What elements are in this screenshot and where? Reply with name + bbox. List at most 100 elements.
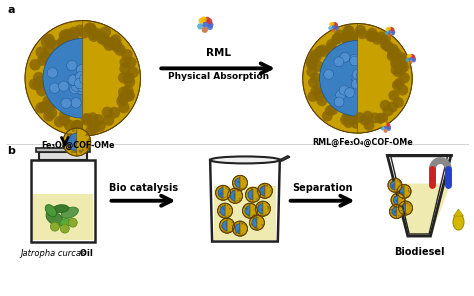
Circle shape (119, 57, 131, 68)
Circle shape (58, 81, 69, 91)
Circle shape (123, 72, 134, 84)
Circle shape (385, 31, 389, 35)
Circle shape (61, 98, 71, 108)
Circle shape (242, 182, 243, 184)
Wedge shape (398, 193, 405, 207)
Circle shape (397, 199, 399, 200)
Circle shape (242, 177, 243, 178)
Circle shape (127, 71, 138, 82)
Circle shape (218, 190, 219, 191)
Circle shape (270, 192, 271, 194)
Circle shape (257, 222, 259, 223)
Circle shape (392, 187, 393, 188)
Circle shape (82, 74, 92, 85)
Circle shape (253, 201, 255, 202)
Circle shape (409, 204, 410, 205)
Circle shape (334, 30, 345, 41)
Circle shape (395, 206, 396, 207)
Circle shape (59, 109, 71, 121)
Circle shape (387, 127, 391, 131)
Circle shape (257, 193, 259, 194)
Circle shape (392, 186, 393, 187)
Circle shape (246, 209, 248, 210)
Circle shape (46, 107, 57, 119)
Circle shape (245, 229, 246, 230)
Circle shape (233, 175, 247, 190)
Circle shape (264, 206, 265, 208)
Circle shape (399, 73, 410, 83)
Circle shape (395, 211, 396, 212)
Circle shape (98, 118, 109, 130)
Circle shape (402, 197, 404, 199)
Circle shape (402, 203, 403, 205)
Circle shape (392, 184, 394, 186)
Circle shape (234, 201, 235, 202)
Circle shape (351, 79, 361, 89)
Circle shape (267, 189, 269, 190)
Circle shape (339, 85, 349, 95)
Circle shape (332, 33, 343, 44)
Circle shape (103, 115, 114, 126)
Circle shape (88, 123, 100, 134)
Circle shape (229, 192, 230, 193)
Circle shape (221, 226, 223, 228)
Wedge shape (235, 188, 243, 203)
Circle shape (406, 54, 410, 58)
Circle shape (85, 133, 88, 136)
Circle shape (261, 224, 263, 226)
Circle shape (262, 219, 264, 221)
Circle shape (340, 33, 351, 44)
Circle shape (229, 208, 230, 209)
Circle shape (45, 37, 56, 49)
Circle shape (256, 197, 258, 198)
Circle shape (359, 115, 371, 126)
Circle shape (402, 197, 403, 198)
Circle shape (355, 28, 365, 39)
Circle shape (249, 215, 264, 230)
Circle shape (72, 120, 83, 131)
Circle shape (127, 62, 138, 73)
Circle shape (250, 188, 252, 189)
Circle shape (79, 74, 90, 84)
Wedge shape (250, 203, 257, 218)
Circle shape (317, 44, 328, 55)
Circle shape (393, 196, 395, 197)
Circle shape (251, 188, 252, 189)
Ellipse shape (210, 157, 280, 163)
Circle shape (394, 73, 405, 84)
Circle shape (119, 63, 131, 74)
Circle shape (122, 85, 134, 96)
Circle shape (258, 203, 259, 205)
Circle shape (78, 27, 90, 38)
Circle shape (256, 206, 258, 207)
Circle shape (397, 205, 399, 206)
Circle shape (350, 56, 360, 66)
Circle shape (113, 102, 125, 113)
Circle shape (118, 93, 129, 105)
Circle shape (68, 75, 79, 86)
Circle shape (340, 114, 351, 125)
Circle shape (45, 100, 56, 111)
Circle shape (306, 66, 317, 77)
Circle shape (36, 46, 47, 58)
Circle shape (92, 62, 102, 73)
Circle shape (229, 206, 230, 207)
Circle shape (384, 98, 395, 109)
Circle shape (85, 147, 88, 150)
Circle shape (88, 57, 98, 67)
Circle shape (124, 54, 136, 66)
Circle shape (406, 58, 410, 62)
Circle shape (34, 76, 46, 87)
Circle shape (397, 184, 411, 198)
Circle shape (98, 110, 110, 121)
Circle shape (73, 150, 76, 153)
Circle shape (381, 105, 392, 116)
Circle shape (221, 193, 222, 195)
Circle shape (207, 24, 213, 30)
Circle shape (319, 41, 395, 116)
Circle shape (81, 24, 92, 36)
Circle shape (39, 51, 51, 63)
Circle shape (242, 223, 244, 224)
Circle shape (309, 49, 320, 60)
Circle shape (388, 178, 402, 192)
